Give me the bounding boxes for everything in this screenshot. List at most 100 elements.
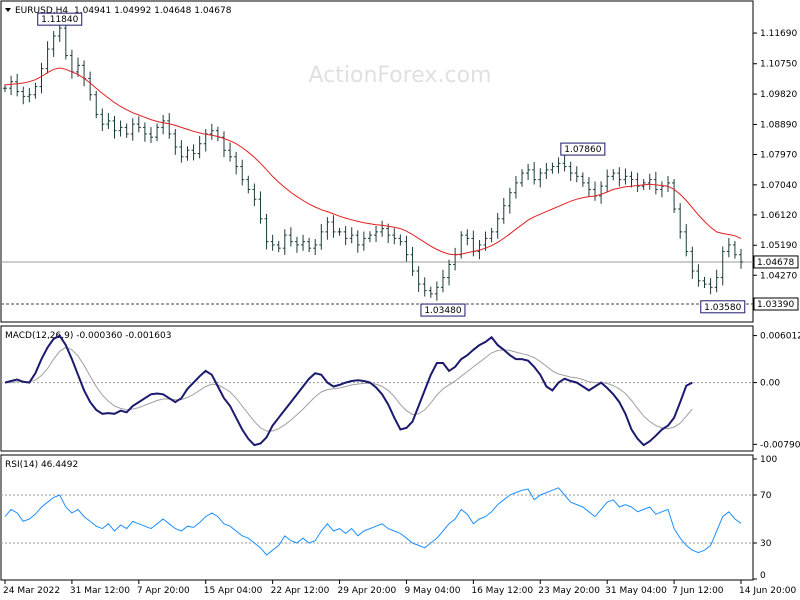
time-tick-label: 23 May 20:00 <box>538 586 600 596</box>
ohlc-bar <box>611 169 616 181</box>
price-annotations: 1.11840 1.03480 1.07860 1.03580 <box>37 12 746 317</box>
ohlc-bar <box>404 235 409 262</box>
ohlc-bar <box>447 259 452 286</box>
ohlc-bar <box>173 129 178 155</box>
ohlc-bar <box>88 71 93 101</box>
price-panel: ActionForex.com EURUSD,H4 1.04941 1.0499… <box>0 0 799 323</box>
rsi-panel-frame <box>0 454 754 581</box>
price-tick-label: 1.08890 <box>760 120 797 130</box>
ohlc-bar <box>301 234 306 251</box>
ohlc-bar <box>544 162 549 179</box>
price-tick-label: 1.05190 <box>760 241 797 251</box>
ohlc-bar <box>550 162 555 174</box>
ohlc-bar <box>191 144 196 161</box>
ohlc-bar <box>349 227 354 244</box>
ohlc-bar <box>507 187 512 214</box>
rsi-tick-label: 0 <box>760 571 766 581</box>
ohlc-bar <box>434 281 439 301</box>
ohlc-bar <box>513 176 518 199</box>
ohlc-bar <box>276 241 281 253</box>
ohlc-bar <box>386 223 391 243</box>
ohlc-bar <box>136 116 141 133</box>
ohlc-bar <box>15 73 20 97</box>
ohlc-bar <box>623 168 628 185</box>
ohlc-bar <box>185 146 190 161</box>
ohlc-bar <box>538 168 543 188</box>
ohlc-bar <box>75 57 80 77</box>
svg-text:1.07860: 1.07860 <box>564 145 601 155</box>
ohlc-bar <box>130 118 135 141</box>
ohlc-bar <box>282 229 287 256</box>
ohlc-bar <box>605 169 610 193</box>
ohlc-bar <box>586 177 591 197</box>
ohlc-bar <box>246 175 251 194</box>
macd-y-axis: 0.006012 0.00 -0.007907 <box>1 332 800 450</box>
ohlc-bar <box>319 224 324 250</box>
ohlc-bar <box>599 181 604 204</box>
ohlc-bar <box>702 276 707 289</box>
time-tick-label: 7 Apr 20:00 <box>137 586 190 596</box>
ohlc-bar <box>684 224 689 257</box>
ohlc-bar <box>416 266 421 292</box>
ohlc-bar <box>252 183 257 207</box>
ohlc-bar <box>21 86 26 105</box>
ohlc-bar <box>161 114 166 135</box>
ohlc-bar <box>562 155 567 172</box>
time-tick-label: 22 Apr 12:00 <box>271 586 330 596</box>
ohlc-bar <box>94 90 99 119</box>
support-line: 1.03390 <box>1 297 799 311</box>
time-tick-label: 9 May 04:00 <box>404 586 460 596</box>
ohlc-bar <box>392 228 397 245</box>
ohlc-bar <box>9 75 14 96</box>
ohlc-bar <box>100 108 105 131</box>
ohlc-bar <box>380 220 385 237</box>
ohlc-bar <box>51 31 56 57</box>
support-price-box <box>753 297 799 311</box>
ohlc-bar <box>258 191 263 224</box>
macd-panel: MACD(12,26,9) -0.000360 -0.001603 0.0060… <box>0 325 800 452</box>
collapse-arrow-icon[interactable] <box>5 8 11 12</box>
ohlc-bar <box>556 157 561 174</box>
macd-title: MACD(12,26,9) -0.000360 -0.001603 <box>5 331 171 341</box>
macd-tick-label: 0.006012 <box>760 332 800 342</box>
ohlc-bar <box>343 225 348 246</box>
support-price-label: 1.03390 <box>757 300 794 310</box>
price-tick-label: 1.10750 <box>760 60 797 70</box>
price-tick-label: 1.09820 <box>760 90 797 100</box>
ohlc-bar <box>653 171 658 195</box>
current-price-line: 1.04678 <box>1 255 799 269</box>
ohlc-bar <box>118 120 123 137</box>
ohlc-bar <box>39 62 44 94</box>
price-annotation: 1.11840 <box>37 12 83 26</box>
ohlc-bar <box>720 246 725 286</box>
time-tick-label: 16 May 12:00 <box>471 586 533 596</box>
ohlc-bar <box>580 172 585 187</box>
ohlc-bar <box>313 239 318 256</box>
price-tick-label: 1.11690 <box>760 29 797 39</box>
ohlc-bar <box>617 167 622 187</box>
time-tick-label: 31 May 04:00 <box>605 586 667 596</box>
time-tick-label: 29 Apr 20:00 <box>338 586 397 596</box>
ohlc-bar <box>221 131 226 158</box>
ohlc-bar <box>739 248 743 269</box>
ohlc-bar <box>209 123 214 140</box>
time-x-axis: 24 Mar 2022 31 Mar 12:00 7 Apr 20:00 15 Apr… <box>3 580 796 596</box>
time-tick-label: 31 Mar 12:00 <box>70 586 130 596</box>
macd-signal-line <box>5 346 693 432</box>
time-tick-label: 7 Jun 12:00 <box>672 586 724 596</box>
ohlc-bar <box>678 203 683 239</box>
price-tick-label: 1.07970 <box>760 150 797 160</box>
current-price-label: 1.04678 <box>757 258 794 268</box>
macd-main-line <box>4 334 693 447</box>
macd-tick-label: 0.00 <box>760 379 780 389</box>
rsi-y-axis: 100 70 30 0 <box>1 455 777 581</box>
price-annotation: 1.03580 <box>700 300 746 314</box>
ohlc-bar <box>629 171 634 188</box>
ohlc-bar <box>112 115 117 139</box>
ohlc-bar <box>355 230 360 253</box>
rsi-tick-label: 70 <box>760 491 772 501</box>
ohlc-bar <box>422 277 427 297</box>
price-bars <box>3 21 743 301</box>
time-tick-label: 14 Jun 20:00 <box>739 586 796 596</box>
ohlc-bar <box>714 269 719 293</box>
